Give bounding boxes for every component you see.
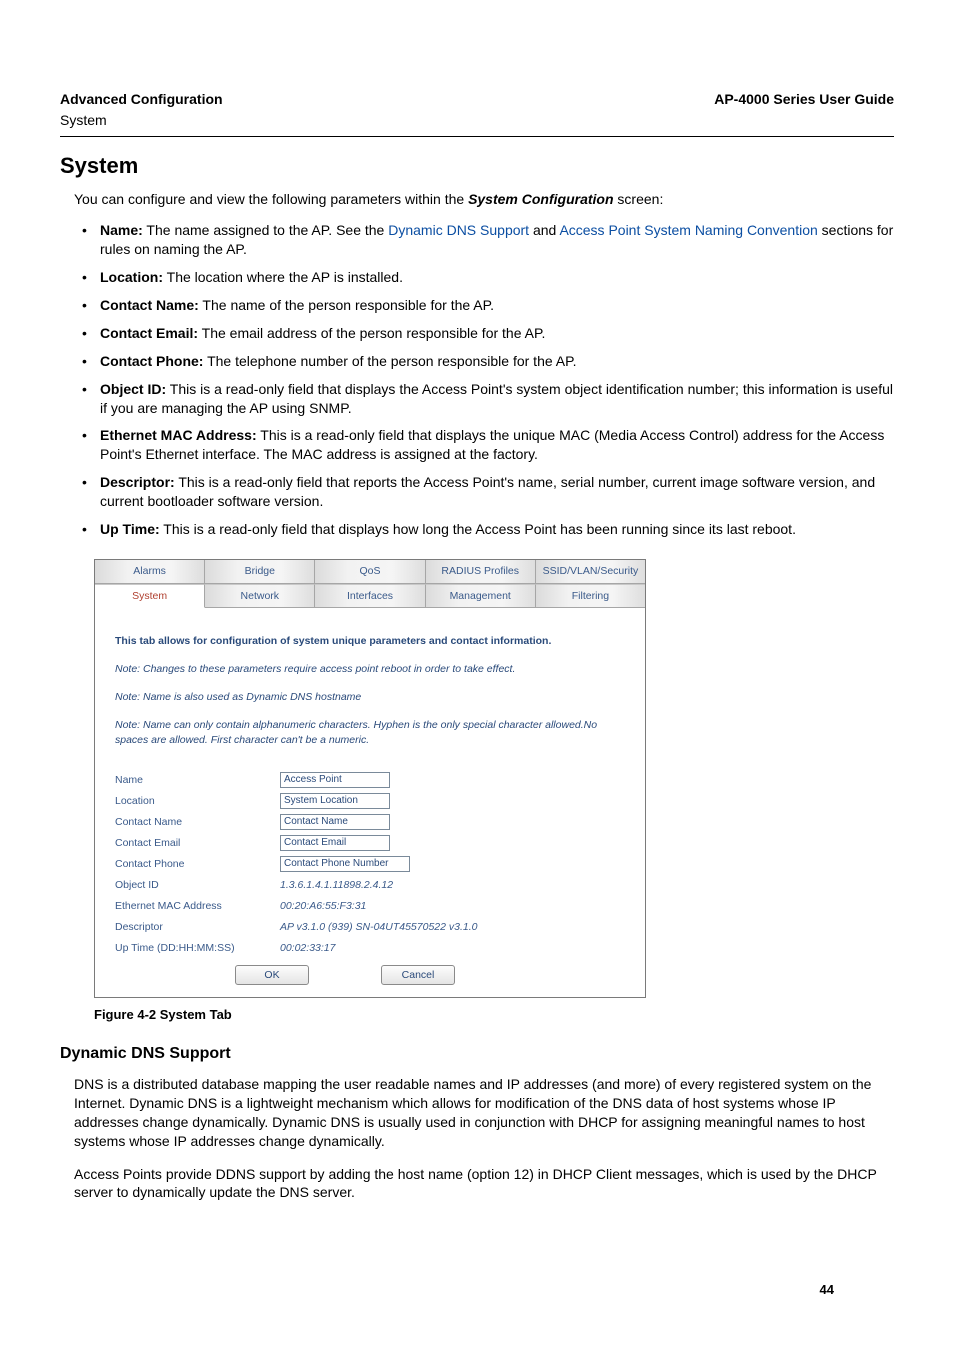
bullet-name: Name: The name assigned to the AP. See t… [82,221,894,259]
cancel-button[interactable]: Cancel [381,965,455,985]
header-right: AP-4000 Series User Guide [714,90,894,109]
ok-button[interactable]: OK [235,965,309,985]
intro-em: System Configuration [468,191,613,207]
bullet-text: The telephone number of the person respo… [203,353,576,369]
bullet-text: This is a read-only field that displays … [160,521,796,537]
bullet-label: Contact Email: [100,325,198,341]
note-ddns: Note: Name is also used as Dynamic DNS h… [115,690,625,704]
label-object-id: Object ID [115,878,280,892]
row-object-id: Object ID 1.3.6.1.4.1.11898.2.4.12 [115,876,625,894]
label-uptime: Up Time (DD:HH:MM:SS) [115,941,280,955]
note-reboot: Note: Changes to these parameters requir… [115,662,625,676]
row-name: Name [115,771,625,789]
header-left: Advanced Configuration [60,90,223,109]
tab-qos[interactable]: QoS [315,560,425,584]
bullet-location: Location: The location where the AP is i… [82,268,894,287]
tab-bridge[interactable]: Bridge [205,560,315,584]
intro-pre: You can configure and view the following… [74,191,468,207]
intro-post: screen: [614,191,664,207]
header-sub: System [60,111,894,130]
bullet-label: Up Time: [100,521,160,537]
header-rule [60,136,894,137]
tab-system[interactable]: System [95,584,205,608]
label-contact-name: Contact Name [115,815,280,829]
row-location: Location [115,792,625,810]
bullet-text: The location where the AP is installed. [163,269,403,285]
bullet-label: Location: [100,269,163,285]
bullet-label: Contact Name: [100,297,199,313]
input-location[interactable] [280,793,390,809]
bullet-object-id: Object ID: This is a read-only field tha… [82,380,894,418]
bullet-label: Object ID: [100,381,166,397]
value-uptime: 00:02:33:17 [280,941,335,955]
link-naming[interactable]: Access Point System Naming Convention [559,222,817,238]
tab-management[interactable]: Management [426,584,536,608]
bullet-uptime: Up Time: This is a read-only field that … [82,520,894,539]
bullet-text: and [529,222,559,238]
label-contact-email: Contact Email [115,836,280,850]
bullet-label: Name: [100,222,143,238]
bullet-text: The name assigned to the AP. See the [143,222,388,238]
bullet-mac: Ethernet MAC Address: This is a read-onl… [82,426,894,464]
bullet-label: Ethernet MAC Address: [100,427,257,443]
button-row: OK Cancel [235,965,625,985]
bullet-list: Name: The name assigned to the AP. See t… [82,221,894,539]
note-chars: Note: Name can only contain alphanumeric… [115,718,625,746]
bullet-text: The name of the person responsible for t… [199,297,494,313]
bullet-descriptor: Descriptor: This is a read-only field th… [82,473,894,511]
row-mac: Ethernet MAC Address 00:20:A6:55:F3:31 [115,897,625,915]
row-contact-phone: Contact Phone [115,855,625,873]
value-mac: 00:20:A6:55:F3:31 [280,899,366,913]
link-ddns[interactable]: Dynamic DNS Support [388,222,529,238]
row-contact-name: Contact Name [115,813,625,831]
tab-filtering[interactable]: Filtering [536,584,645,608]
tab-interfaces[interactable]: Interfaces [315,584,425,608]
input-contact-email[interactable] [280,835,390,851]
value-object-id: 1.3.6.1.4.1.11898.2.4.12 [280,878,393,892]
row-uptime: Up Time (DD:HH:MM:SS) 00:02:33:17 [115,939,625,957]
bullet-text: This is a read-only field that displays … [100,381,893,416]
bullet-contact-email: Contact Email: The email address of the … [82,324,894,343]
tab-radius[interactable]: RADIUS Profiles [426,560,536,584]
tab-ssid[interactable]: SSID/VLAN/Security [536,560,645,584]
tab-alarms[interactable]: Alarms [95,560,205,584]
label-contact-phone: Contact Phone [115,857,280,871]
label-name: Name [115,773,280,787]
bullet-contact-name: Contact Name: The name of the person res… [82,296,894,315]
section-title: System [60,151,894,181]
ddns-para-2: Access Points provide DDNS support by ad… [74,1165,894,1203]
page-number: 44 [820,1281,834,1299]
row-contact-email: Contact Email [115,834,625,852]
tab-network[interactable]: Network [205,584,315,608]
input-contact-name[interactable] [280,814,390,830]
row-descriptor: Descriptor AP v3.1.0 (939) SN-04UT455705… [115,918,625,936]
system-tab-screenshot: Alarms Bridge QoS RADIUS Profiles SSID/V… [94,559,646,998]
config-body: This tab allows for configuration of sys… [95,608,645,997]
input-name[interactable] [280,772,390,788]
figure-caption: Figure 4-2 System Tab [94,1006,894,1024]
label-descriptor: Descriptor [115,920,280,934]
bullet-text: The email address of the person responsi… [198,325,545,341]
bullet-contact-phone: Contact Phone: The telephone number of t… [82,352,894,371]
label-mac: Ethernet MAC Address [115,899,280,913]
bullet-label: Descriptor: [100,474,175,490]
ddns-para-1: DNS is a distributed database mapping th… [74,1075,894,1151]
input-contact-phone[interactable] [280,856,410,872]
tab-row-top: Alarms Bridge QoS RADIUS Profiles SSID/V… [95,560,645,584]
value-descriptor: AP v3.1.0 (939) SN-04UT45570522 v3.1.0 [280,920,477,934]
bullet-label: Contact Phone: [100,353,203,369]
intro-paragraph: You can configure and view the following… [74,190,894,209]
subsection-title: Dynamic DNS Support [60,1043,894,1065]
note-intro: This tab allows for configuration of sys… [115,634,625,648]
label-location: Location [115,794,280,808]
page-header: Advanced Configuration AP-4000 Series Us… [60,90,894,109]
bullet-text: This is a read-only field that reports t… [100,474,875,509]
tab-row-bottom: System Network Interfaces Management Fil… [95,584,645,608]
